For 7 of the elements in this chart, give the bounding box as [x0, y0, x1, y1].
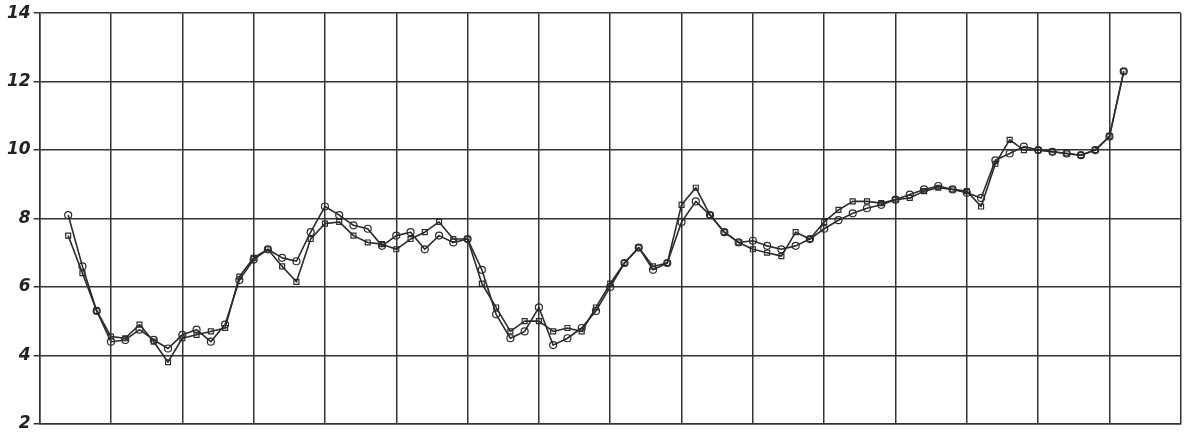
y-tick-label: 6: [18, 275, 31, 296]
y-tick-label: 14: [6, 1, 31, 22]
y-tick-label: 10: [6, 138, 31, 159]
y-tick-label: 2: [18, 412, 31, 433]
y-tick-label: 8: [18, 206, 31, 227]
y-tick-label: 12: [6, 70, 31, 91]
y-tick-label: 4: [17, 343, 31, 364]
